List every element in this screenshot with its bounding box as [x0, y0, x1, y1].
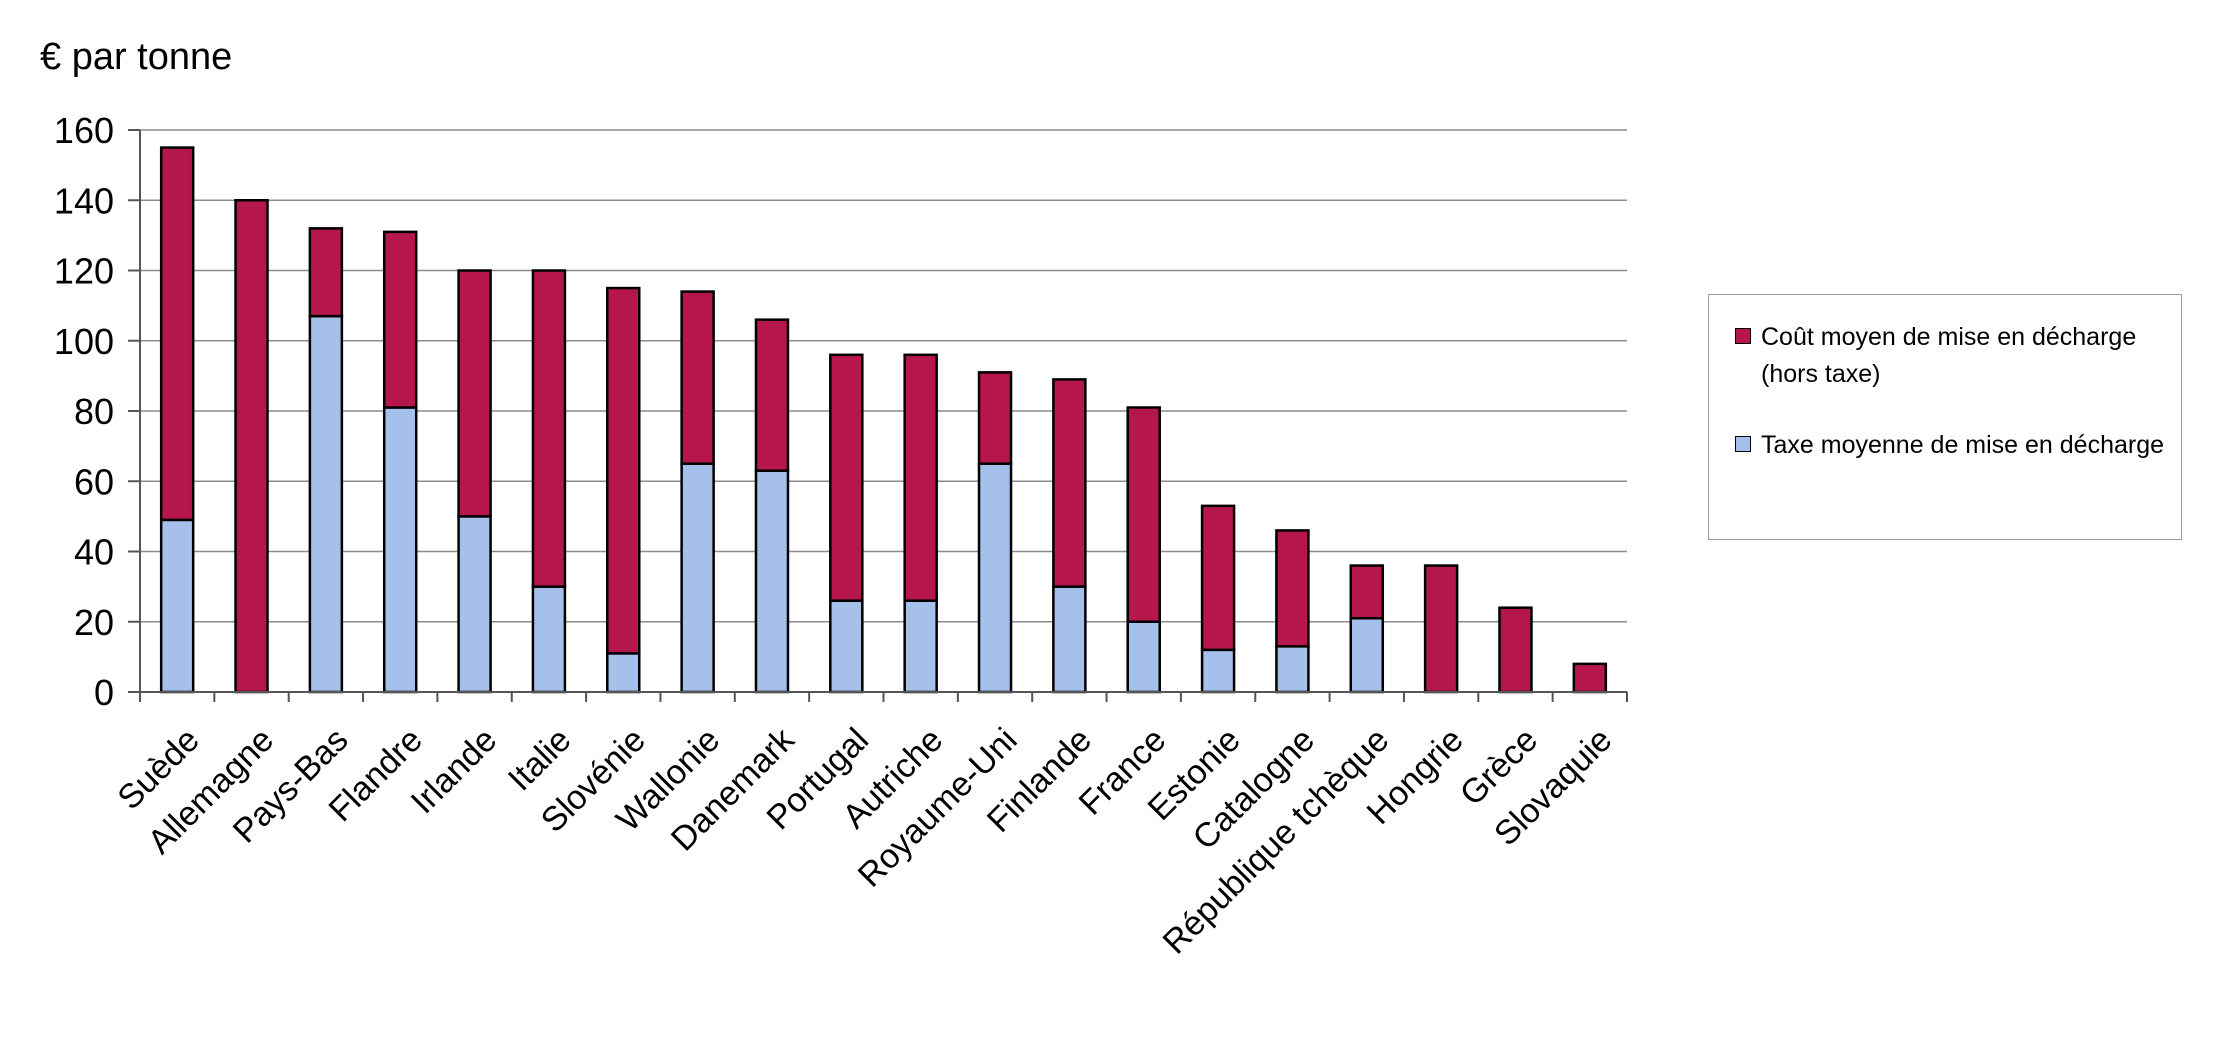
bar-segment-cout: [1423, 564, 1459, 694]
bar-segment-taxe: [1275, 645, 1310, 694]
bar-segment-taxe: [903, 599, 938, 694]
bar-segment-taxe: [680, 462, 715, 694]
legend-swatch-taxe: [1735, 436, 1751, 452]
y-tick-label: 20: [74, 602, 114, 643]
bar-segment-taxe: [457, 515, 492, 694]
bar-segment-taxe: [1349, 616, 1385, 694]
legend-label-taxe: Taxe moyenne de mise en décharge: [1761, 431, 2165, 459]
bar-segment-cout: [1498, 606, 1533, 694]
bar-segment-taxe: [382, 406, 418, 694]
bar-segment-taxe: [1052, 585, 1087, 694]
bar-segment-cout: [531, 269, 567, 588]
bar-segment-cout: [829, 353, 864, 602]
bar-segment-cout: [308, 227, 344, 318]
x-axis: SuèdeAllemagnePays-BasFlandreIrlandeItal…: [110, 691, 1628, 962]
bar-segment-cout: [1052, 378, 1087, 588]
bar-segment-taxe: [606, 652, 641, 694]
legend-label-cout: Coût moyen de mise en décharge (hors tax…: [1761, 323, 2137, 388]
y-axis: 0 20 40 60 80 100 120 140 160: [54, 110, 141, 713]
bar-segment-cout: [1126, 406, 1161, 623]
y-tick-label: 0: [94, 672, 114, 713]
gridlines: [140, 129, 1627, 623]
legend-swatch-cout: [1735, 328, 1751, 344]
bar-segment-cout: [1349, 564, 1385, 620]
legend-item-cout: Coût moyen de mise en décharge (hors tax…: [1735, 319, 2171, 393]
bar-segment-taxe: [308, 314, 344, 694]
bar-segment-cout: [977, 371, 1013, 465]
bar-segment-cout: [680, 290, 715, 465]
bar-segment-taxe: [531, 585, 567, 694]
bar-segment-taxe: [829, 599, 864, 694]
bar-segment-cout: [1200, 504, 1236, 652]
bar-segment-taxe: [754, 469, 790, 694]
y-tick-label: 160: [54, 110, 114, 151]
bar-segment-taxe: [977, 462, 1013, 694]
x-category-label: Irlande: [404, 721, 504, 821]
y-axis-unit-label: € par tonne: [40, 36, 233, 78]
bar-segment-cout: [903, 353, 938, 602]
bar-segment-cout: [1572, 662, 1608, 694]
y-tick-label: 80: [74, 391, 114, 432]
legend: Coût moyen de mise en décharge (hors tax…: [1708, 294, 2182, 540]
y-tick-label: 100: [54, 321, 114, 362]
y-tick-label: 140: [54, 180, 114, 221]
bar-segment-cout: [606, 286, 641, 655]
y-tick-label: 120: [54, 251, 114, 292]
bar-segment-taxe: [159, 518, 195, 694]
bar-segment-cout: [234, 199, 269, 694]
y-tick-label: 60: [74, 461, 114, 502]
legend-item-taxe: Taxe moyenne de mise en décharge: [1735, 427, 2171, 464]
bar-segment-cout: [754, 318, 790, 472]
bars: [159, 146, 1608, 694]
bar-segment-taxe: [1126, 620, 1161, 694]
bar-segment-taxe: [1200, 648, 1236, 694]
bar-segment-cout: [382, 230, 418, 409]
bar-segment-cout: [159, 146, 195, 522]
bar-segment-cout: [1275, 529, 1310, 648]
y-tick-label: 40: [74, 532, 114, 573]
bar-segment-cout: [457, 269, 492, 518]
